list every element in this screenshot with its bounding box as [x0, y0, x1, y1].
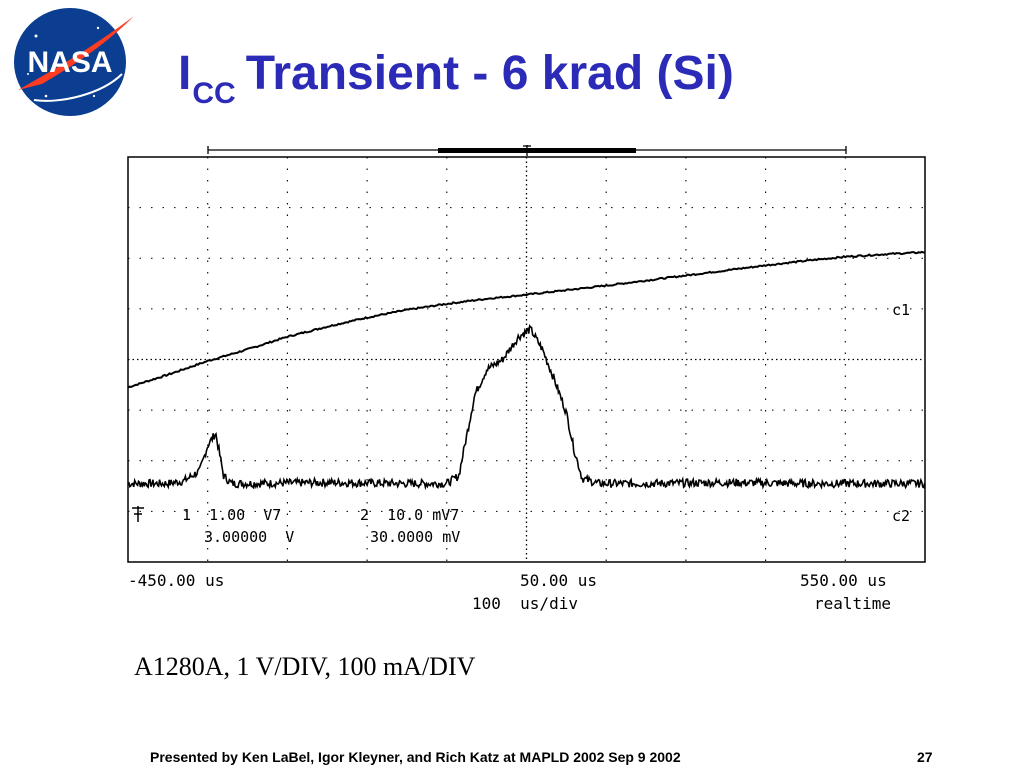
nasa-logo: NASA	[14, 8, 134, 116]
page-number: 27	[917, 749, 933, 765]
slide-caption: A1280A, 1 V/DIV, 100 mA/DIV	[134, 652, 476, 681]
channel1-settings: 1 1.00 V7	[182, 506, 281, 524]
ground-marker-icon	[132, 506, 144, 522]
trace-c2	[127, 323, 926, 491]
title-rest: Transient - 6 krad (Si)	[245, 47, 734, 100]
timebase-readout: 100 us/div	[472, 594, 578, 613]
trace-c1	[127, 250, 926, 389]
graticule-grid	[128, 157, 925, 562]
trace-c1-label: c1	[892, 301, 910, 319]
channel2-settings: 2 10.0 mV7	[360, 506, 459, 524]
trace-c2-label: c2	[892, 507, 910, 525]
footer-credit: Presented by Ken LaBel, Igor Kleyner, an…	[150, 749, 681, 765]
oscilloscope-display: c1 c2 1 1.00 V7 2 10.0 mV7 3.00000 V 30.…	[127, 145, 926, 613]
acquisition-mode: realtime	[814, 594, 891, 613]
time-center-readout: 50.00 us	[520, 571, 597, 590]
logo-text: NASA	[27, 46, 112, 79]
channel1-offset: 3.00000 V	[204, 528, 294, 546]
page-title: ICC Transient - 6 krad (Si)	[178, 47, 734, 109]
title-main: I	[178, 47, 192, 100]
time-right-readout: 550.00 us	[800, 571, 887, 590]
title-subscript: CC	[192, 77, 236, 110]
record-view-indicator	[438, 148, 636, 153]
channel2-offset: 30.0000 mV	[370, 528, 460, 546]
time-left-readout: -450.00 us	[128, 571, 224, 590]
